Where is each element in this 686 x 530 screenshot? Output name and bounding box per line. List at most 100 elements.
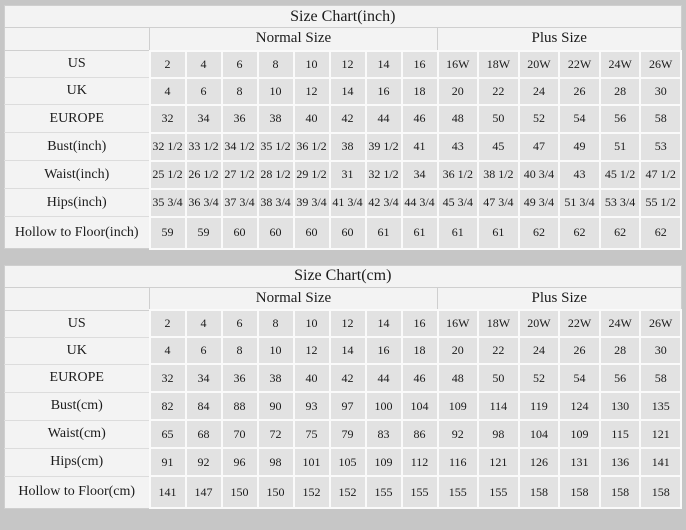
row-label: EUROPE: [4, 363, 150, 392]
row-label: US: [4, 309, 150, 337]
size-cell: 29 1/2: [292, 159, 331, 190]
size-cell: 2: [148, 49, 187, 79]
size-cell: 22W: [558, 309, 601, 338]
size-cell: 136: [598, 447, 642, 477]
row-label: Hips(inch): [4, 188, 150, 217]
size-cell: 22: [477, 336, 520, 365]
size-cell: 40: [292, 363, 331, 393]
size-cell: 20W: [517, 49, 561, 79]
size-cell: 104: [400, 391, 439, 421]
size-cell: 24: [517, 76, 561, 106]
size-cell: 41: [400, 131, 439, 162]
size-cell: 116: [436, 447, 480, 477]
size-cell: 62: [517, 215, 561, 250]
table-row-bust-cm: Bust(cm) 82 84 88 90 93 97 100 104 109 114 119 124 13…: [4, 391, 682, 421]
size-cell: 79: [328, 419, 367, 449]
size-cell: 8: [256, 49, 295, 79]
size-cell: 92: [436, 419, 480, 449]
size-cell: 18W: [477, 309, 520, 338]
size-cell: 25 1/2: [148, 159, 187, 190]
size-cell: 98: [477, 419, 520, 449]
size-cell: 34: [184, 103, 223, 134]
size-cell: 28: [598, 336, 642, 365]
size-cell: 32 1/2: [148, 131, 187, 162]
size-cell: 34 1/2: [220, 131, 259, 162]
size-cell: 68: [184, 419, 223, 449]
row-label: Waist(inch): [4, 160, 150, 189]
size-cell: 14: [328, 336, 367, 365]
size-cell: 100: [364, 391, 403, 421]
size-cell: 60: [256, 215, 295, 250]
size-cell: 155: [477, 475, 520, 509]
size-cell: 124: [558, 391, 601, 421]
row-label: Hollow to Floor(cm): [4, 475, 150, 508]
size-cell: 18: [400, 336, 439, 365]
size-cell: 158: [598, 475, 642, 509]
size-cell: 59: [184, 215, 223, 250]
size-cell: 47 3/4: [477, 187, 520, 218]
size-cell: 41 3/4: [328, 187, 367, 218]
size-cell: 30: [639, 76, 682, 106]
size-cell: 130: [598, 391, 642, 421]
size-cell: 121: [477, 447, 520, 477]
size-cell: 20W: [517, 309, 561, 338]
size-cell: 42 3/4: [364, 187, 403, 218]
size-cell: 6: [220, 49, 259, 79]
size-cell: 52: [517, 103, 561, 134]
size-cell: 152: [292, 475, 331, 509]
size-cell: 40 3/4: [517, 159, 561, 190]
size-cell: 44: [364, 103, 403, 134]
size-cell: 12: [328, 309, 367, 338]
size-cell: 65: [148, 419, 187, 449]
size-cell: 75: [292, 419, 331, 449]
row-label: Hollow to Floor(inch): [4, 216, 150, 249]
size-cell: 4: [184, 309, 223, 338]
size-cell: 48: [436, 363, 480, 393]
size-cell: 51: [598, 131, 642, 162]
row-label: Hips(cm): [4, 447, 150, 476]
size-cell: 38 1/2: [477, 159, 520, 190]
size-cell: 135: [639, 391, 682, 421]
size-cell: 126: [517, 447, 561, 477]
size-cell: 32: [148, 363, 187, 393]
size-cell: 12: [292, 336, 331, 365]
size-cell: 96: [220, 447, 259, 477]
size-cell: 114: [477, 391, 520, 421]
size-cell: 20: [436, 76, 480, 106]
size-cell: 70: [220, 419, 259, 449]
size-cell: 48: [436, 103, 480, 134]
row-label: US: [4, 50, 150, 78]
size-cell: 53: [639, 131, 682, 162]
size-cell: 47 1/2: [639, 159, 682, 190]
size-cell: 28: [598, 76, 642, 106]
normal-size-header: Normal Size: [149, 27, 438, 51]
size-cell: 61: [436, 215, 480, 250]
size-cell: 62: [558, 215, 601, 250]
size-cell: 46: [400, 363, 439, 393]
size-cell: 42: [328, 363, 367, 393]
size-cell: 61: [400, 215, 439, 250]
size-cell: 49: [558, 131, 601, 162]
size-cell: 150: [256, 475, 295, 509]
size-cell: 14: [364, 309, 403, 338]
size-cell: 55 1/2: [639, 187, 682, 218]
size-cell: 50: [477, 363, 520, 393]
size-cell: 158: [558, 475, 601, 509]
size-cell: 30: [639, 336, 682, 365]
size-cell: 32: [148, 103, 187, 134]
size-cell: 38: [256, 363, 295, 393]
size-cell: 84: [184, 391, 223, 421]
size-cell: 47: [517, 131, 561, 162]
size-cell: 43: [436, 131, 480, 162]
size-cell: 88: [220, 391, 259, 421]
size-cell: 26 1/2: [184, 159, 223, 190]
size-cell: 10: [292, 49, 331, 79]
size-cell: 16W: [436, 49, 480, 79]
size-cell: 14: [364, 49, 403, 79]
normal-size-header: Normal Size: [149, 287, 438, 311]
size-cell: 14: [328, 76, 367, 106]
size-cell: 4: [184, 49, 223, 79]
table-row-hips-inch: Hips(inch) 35 3/4 36 3/4 37 3/4 38 3/4 39 3/4…: [4, 187, 682, 218]
size-cell: 36: [220, 363, 259, 393]
size-cell: 53 3/4: [598, 187, 642, 218]
